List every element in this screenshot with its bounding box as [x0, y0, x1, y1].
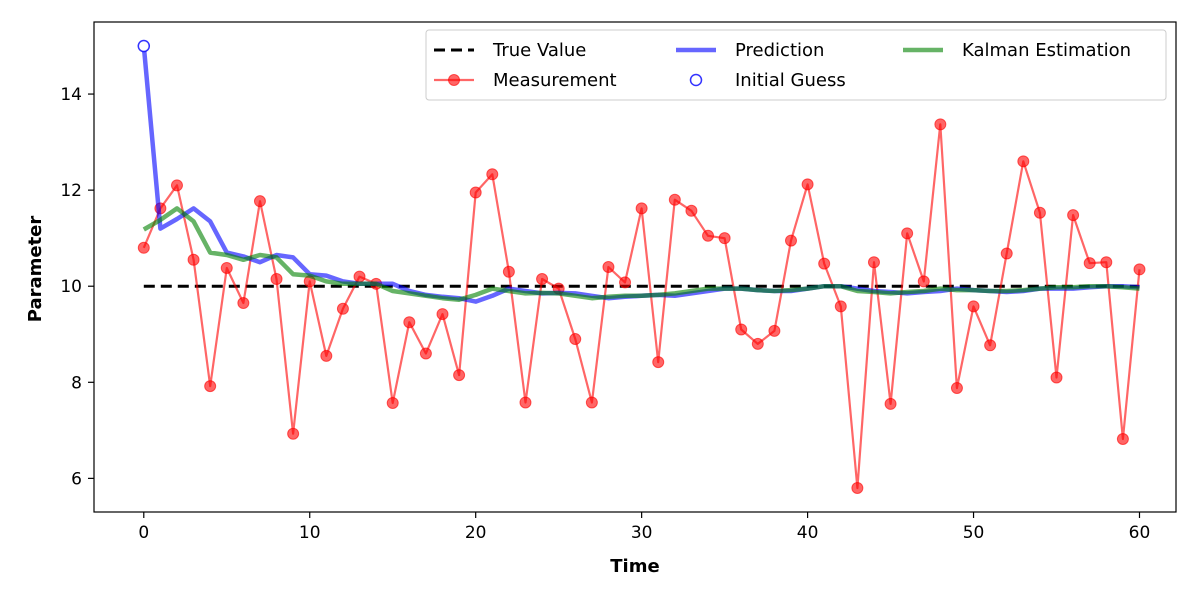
measurement-point-26 — [569, 333, 582, 346]
measurement-point-44 — [867, 256, 880, 269]
x-tick-label-0: 0 — [138, 523, 149, 543]
measurement-point-13 — [353, 270, 366, 283]
legend-label-measurement: Measurement — [493, 70, 617, 91]
plot-area — [137, 39, 1146, 494]
x-tick-label-50: 50 — [963, 523, 985, 543]
measurement-point-23 — [519, 396, 532, 409]
measurement-point-27 — [585, 396, 598, 409]
legend-box — [425, 29, 1167, 101]
measurement-point-9 — [287, 427, 300, 440]
legend-label-kalman-estimation: Kalman Estimation — [962, 40, 1131, 61]
measurement-point-56 — [1067, 209, 1080, 222]
legend-label-prediction: Prediction — [735, 40, 824, 61]
measurement-point-50 — [967, 300, 980, 313]
measurement-point-47 — [917, 275, 930, 288]
measurement-point-58 — [1100, 256, 1113, 269]
measurement-point-48 — [934, 118, 947, 131]
series-kalman-estimation-line — [142, 206, 1140, 302]
measurement-point-6 — [237, 297, 250, 310]
measurement-point-32 — [668, 193, 681, 206]
initial-guess-point — [137, 39, 151, 53]
measurement-point-42 — [834, 300, 847, 313]
measurement-point-43 — [851, 481, 864, 494]
legend-marker-measurement — [448, 74, 460, 86]
x-tick-label-20: 20 — [465, 523, 487, 543]
measurement-point-2 — [170, 179, 183, 192]
measurement-point-52 — [1000, 247, 1013, 260]
legend-marker-initial-guess — [689, 73, 703, 87]
measurement-point-22 — [502, 265, 515, 278]
y-tick-label-10: 10 — [60, 277, 82, 297]
measurement-point-34 — [702, 229, 715, 242]
measurement-point-0 — [137, 241, 150, 254]
x-tick-label-10: 10 — [299, 523, 321, 543]
measurement-point-24 — [536, 273, 549, 286]
measurement-point-53 — [1017, 155, 1030, 168]
measurement-point-45 — [884, 397, 897, 410]
measurement-point-4 — [204, 380, 217, 393]
measurement-point-28 — [602, 261, 615, 273]
legend: True Value Measurement Prediction Initial G… — [425, 29, 1167, 101]
measurement-point-21 — [486, 168, 499, 181]
measurement-point-5 — [220, 261, 233, 274]
measurement-point-57 — [1083, 257, 1096, 270]
measurement-point-20 — [469, 186, 482, 199]
x-tick-label-60: 60 — [1129, 523, 1151, 543]
measurement-point-37 — [751, 337, 764, 350]
y-axis-label: Parameter — [25, 216, 46, 323]
measurement-point-35 — [718, 232, 731, 245]
measurement-point-3 — [187, 253, 200, 266]
measurement-point-51 — [984, 339, 997, 352]
legend-label-initial-guess: Initial Guess — [735, 70, 846, 91]
legend-label-true-value: True Value — [492, 40, 586, 61]
measurement-point-60 — [1133, 263, 1146, 276]
axes-layer: 0 10 20 30 40 50 60 6 8 10 12 14 — [60, 85, 1150, 543]
plot-frame — [93, 21, 1177, 513]
measurement-point-41 — [818, 257, 831, 270]
x-tick-label-40: 40 — [797, 523, 819, 543]
y-tick-label-12: 12 — [60, 181, 82, 201]
measurement-point-40 — [801, 178, 814, 191]
measurement-point-36 — [735, 323, 748, 336]
measurement-point-30 — [635, 202, 648, 215]
measurement-point-18 — [436, 308, 449, 321]
measurement-point-54 — [1033, 206, 1046, 219]
y-tick-label-6: 6 — [71, 469, 82, 489]
measurement-point-46 — [901, 227, 914, 240]
measurement-point-11 — [320, 349, 333, 362]
y-tick-label-8: 8 — [71, 373, 82, 393]
measurement-point-39 — [784, 234, 797, 247]
axes-frame — [93, 21, 1177, 513]
measurement-point-49 — [950, 382, 963, 395]
measurement-point-7 — [253, 195, 266, 208]
measurement-point-31 — [652, 356, 665, 369]
y-tick-label-14: 14 — [60, 85, 82, 105]
x-tick-label-30: 30 — [631, 523, 653, 543]
measurement-point-19 — [453, 369, 466, 382]
measurement-point-15 — [386, 396, 399, 409]
x-axis-label: Time — [610, 556, 659, 577]
measurement-point-59 — [1116, 432, 1129, 445]
measurement-point-33 — [685, 204, 698, 217]
measurement-point-16 — [403, 316, 416, 329]
measurement-point-8 — [270, 273, 283, 286]
measurement-point-38 — [768, 324, 781, 337]
measurement-point-29 — [619, 276, 632, 289]
measurement-point-12 — [336, 302, 349, 315]
measurement-point-55 — [1050, 371, 1063, 384]
measurement-point-17 — [419, 347, 432, 360]
